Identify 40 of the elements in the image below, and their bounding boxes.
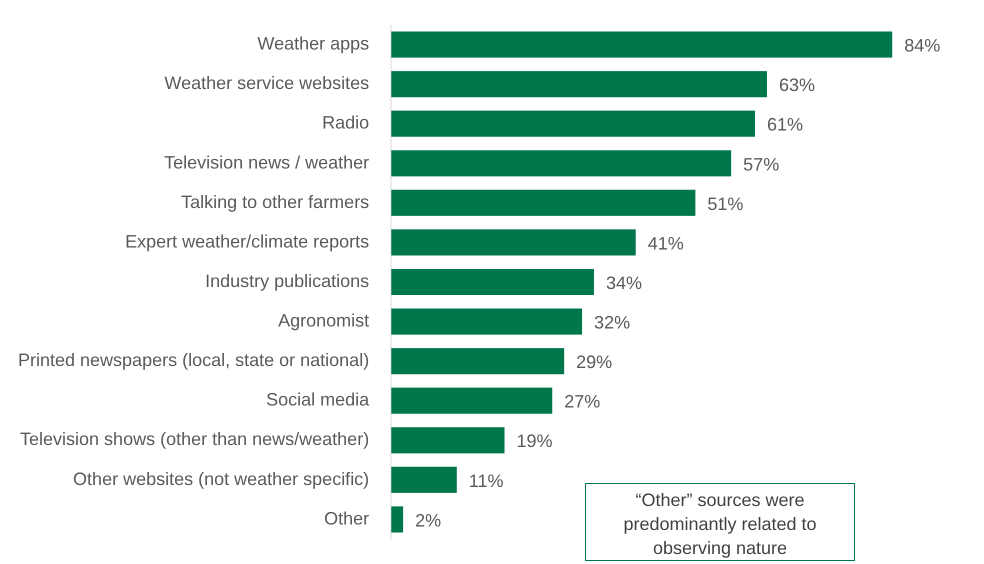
bar <box>391 229 636 256</box>
data-label: 34% <box>606 272 642 293</box>
y-tick-label: Television shows (other than news/weather) <box>20 429 370 450</box>
bar <box>391 110 756 137</box>
y-tick-label: Weather apps <box>257 34 370 54</box>
data-label: 61% <box>767 114 804 135</box>
y-tick-label: Television news / weather <box>164 152 370 172</box>
bar <box>391 506 404 532</box>
y-tick-label: Talking to other farmers <box>181 192 370 212</box>
y-tick-label: Agronomist <box>278 310 370 331</box>
data-label: 11% <box>468 470 504 491</box>
data-label: 63% <box>778 75 815 96</box>
bar <box>391 427 505 454</box>
bar <box>391 32 892 58</box>
bar <box>391 348 564 374</box>
y-tick-label: Radio <box>322 112 370 133</box>
bar <box>391 268 594 296</box>
data-label: 84% <box>904 36 940 56</box>
bar <box>391 388 552 414</box>
y-tick-label: Printed newspapers (local, state or national) <box>18 350 370 370</box>
data-label: 19% <box>516 431 553 452</box>
data-label: 2% <box>415 510 442 530</box>
data-label: 41% <box>648 233 684 254</box>
bar <box>391 71 767 98</box>
data-label: 51% <box>707 194 744 214</box>
bar <box>391 190 696 216</box>
data-label: 57% <box>743 154 780 174</box>
data-label: 32% <box>594 312 630 333</box>
y-tick-label: Other websites (not weather specific) <box>73 468 370 489</box>
bar <box>391 150 732 176</box>
y-tick-label: Expert weather/climate reports <box>125 231 370 252</box>
y-tick-label: Industry publications <box>205 270 370 291</box>
bar <box>391 308 582 335</box>
data-label: 29% <box>576 352 612 372</box>
y-tick-label: Social media <box>266 390 370 410</box>
data-label: 27% <box>564 392 600 412</box>
y-tick-label: Weather service websites <box>164 73 370 94</box>
y-tick-label: Other <box>324 508 370 528</box>
bar <box>391 466 457 493</box>
note-box: “Other” sources were predominantly related to observing nature <box>585 483 855 561</box>
